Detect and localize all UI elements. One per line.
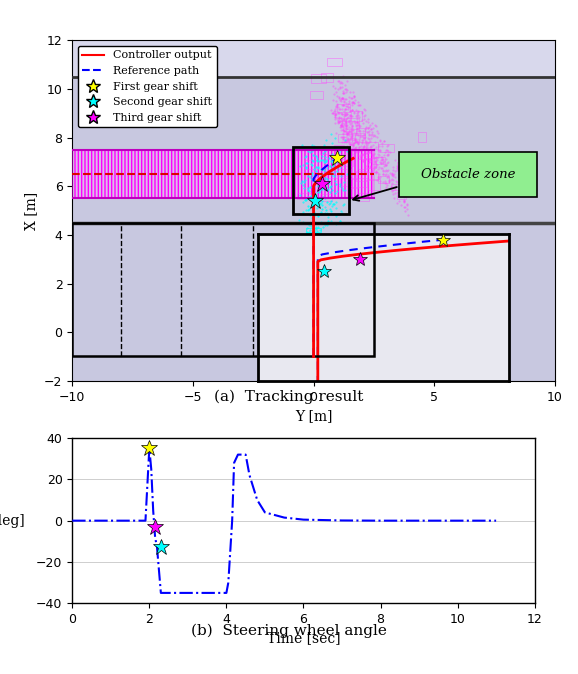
Bar	[310, 91, 323, 98]
Bar	[306, 328, 321, 332]
Text: (b)  Steering wheel angle: (b) Steering wheel angle	[191, 623, 387, 638]
Bar	[306, 285, 321, 289]
Bar	[306, 228, 321, 233]
Bar	[365, 142, 378, 149]
Y-axis label: X [m]: X [m]	[25, 191, 39, 230]
Bar	[327, 58, 342, 65]
Bar	[399, 152, 537, 197]
Bar	[306, 247, 321, 251]
Bar	[72, 223, 374, 357]
Bar	[354, 133, 365, 142]
Bar	[346, 119, 360, 129]
Bar	[306, 233, 321, 237]
Bar	[337, 104, 350, 112]
Bar	[364, 173, 378, 179]
Text: Obstacle zone: Obstacle zone	[421, 168, 515, 181]
Bar	[338, 159, 353, 166]
Bar	[378, 175, 389, 183]
Bar	[364, 158, 376, 168]
Bar	[397, 191, 406, 199]
Bar	[356, 171, 368, 181]
Bar	[306, 333, 321, 337]
Bar	[306, 318, 321, 323]
Bar	[306, 313, 321, 318]
Bar	[356, 128, 365, 135]
Y-axis label: δ [deg]: δ [deg]	[0, 514, 25, 528]
Bar	[306, 295, 321, 299]
Bar	[306, 309, 321, 313]
Bar	[334, 145, 343, 154]
Bar	[391, 184, 401, 190]
Bar	[348, 179, 358, 187]
Bar	[72, 150, 374, 198]
Bar	[306, 262, 321, 266]
Bar	[352, 179, 367, 187]
Bar	[321, 73, 333, 82]
Bar	[304, 160, 318, 168]
Bar	[320, 146, 335, 154]
Bar	[306, 237, 321, 242]
Bar	[417, 132, 426, 142]
Bar	[306, 266, 321, 270]
Text: (a)  Tracking result: (a) Tracking result	[214, 390, 364, 404]
Bar	[397, 162, 407, 168]
Bar	[314, 177, 325, 184]
Bar	[306, 304, 321, 309]
Bar	[306, 242, 321, 247]
Bar	[372, 157, 386, 164]
Bar	[311, 74, 325, 84]
Bar	[298, 193, 311, 199]
Bar	[340, 179, 353, 186]
Bar	[306, 299, 321, 304]
X-axis label: Y [m]: Y [m]	[295, 409, 332, 423]
X-axis label: Time [sec]: Time [sec]	[266, 632, 340, 646]
Bar	[72, 150, 374, 198]
Bar	[368, 179, 380, 189]
Bar	[306, 338, 321, 342]
Bar	[306, 256, 321, 261]
Bar	[320, 194, 332, 202]
Bar	[306, 290, 321, 294]
Bar	[360, 193, 369, 202]
Bar	[306, 276, 321, 280]
Bar	[351, 111, 362, 121]
Bar	[336, 168, 351, 176]
Bar	[72, 40, 555, 77]
Bar	[293, 148, 349, 214]
Legend: Controller output, Reference path, First gear shift, Second gear shift, Third ge: Controller output, Reference path, First…	[78, 46, 217, 127]
Bar	[338, 133, 352, 142]
Bar	[306, 342, 321, 346]
Bar	[306, 323, 321, 328]
Bar	[358, 159, 367, 169]
Bar	[306, 280, 321, 284]
Bar	[326, 171, 338, 179]
Bar	[306, 271, 321, 275]
Bar	[378, 144, 394, 152]
Bar	[306, 251, 321, 256]
